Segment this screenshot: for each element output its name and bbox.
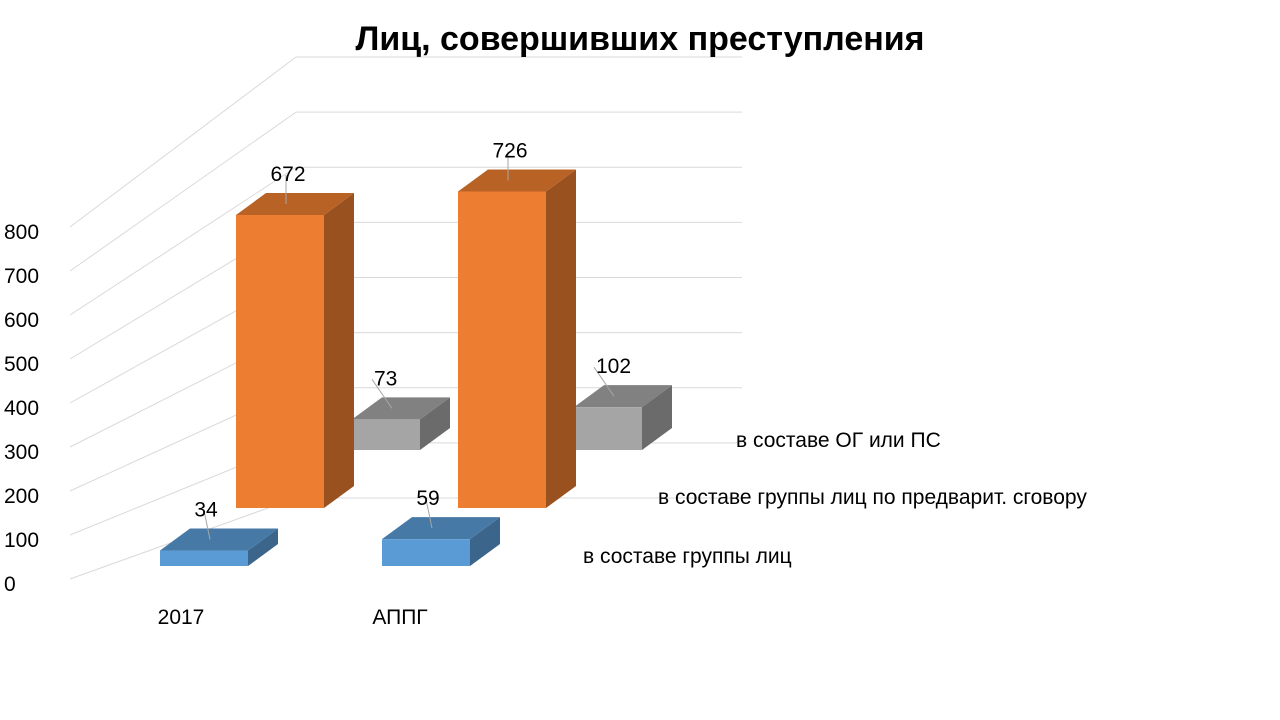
y-tick-label: 500 [4, 353, 39, 376]
category-label: АППГ [372, 606, 427, 629]
data-label: 102 [596, 355, 631, 378]
y-tick-label: 0 [4, 573, 16, 596]
series-label: в составе ОГ или ПС [736, 429, 941, 452]
bar-2-2017 [236, 193, 354, 508]
data-label: 34 [194, 499, 218, 522]
bar-front [382, 539, 470, 566]
label-leader [371, 379, 393, 409]
bar-side [324, 193, 354, 508]
labels: 0 100 200 300 400 500 600 700 800 73 102 672 726 34 59… [4, 139, 1087, 629]
series-label: в составе группы лиц [583, 545, 792, 568]
bar-side [470, 517, 500, 566]
bar-side [248, 528, 278, 566]
data-label: 73 [374, 367, 397, 390]
data-label: 59 [416, 487, 439, 510]
bar-top [160, 528, 278, 551]
category-label: 2017 [158, 606, 205, 629]
bar-side [546, 169, 576, 509]
y-tick-label: 100 [4, 529, 39, 552]
grid [69, 56, 742, 580]
bar-top [352, 397, 450, 420]
y-tick-label: 400 [4, 397, 39, 420]
y-tick-label: 800 [4, 221, 39, 244]
bar-side [420, 397, 450, 450]
bar-3-АППГ [574, 385, 672, 450]
data-label: 726 [492, 139, 527, 162]
bar-front [160, 550, 248, 566]
bar-1-2017 [160, 528, 278, 566]
label-leader [593, 366, 615, 397]
bar-top [574, 385, 672, 408]
bar-top [236, 193, 354, 216]
y-tick-label: 700 [4, 265, 39, 288]
y-tick-label: 600 [4, 309, 39, 332]
bar-front [574, 407, 642, 450]
y-tick-label: 200 [4, 485, 39, 508]
bars [160, 169, 672, 566]
bar-top [382, 517, 500, 540]
bar-front [352, 419, 420, 450]
gridline-side [69, 56, 297, 228]
bar-front [236, 215, 324, 508]
bar-front [458, 191, 546, 509]
y-tick-label: 300 [4, 441, 39, 464]
bar-1-АППГ [382, 517, 500, 566]
chart-title: Лиц, совершивших преступления [355, 20, 924, 58]
series-label: в составе группы лиц по предварит. сгово… [658, 486, 1087, 509]
label-leader [425, 499, 433, 529]
bar-2-АППГ [458, 169, 576, 509]
bar-3-2017 [352, 397, 450, 450]
gridline-side [69, 166, 297, 316]
bar-side [642, 385, 672, 450]
gridline-side [69, 111, 297, 272]
label-leader [203, 510, 211, 540]
bar-top [458, 169, 576, 192]
data-label: 672 [270, 163, 305, 186]
